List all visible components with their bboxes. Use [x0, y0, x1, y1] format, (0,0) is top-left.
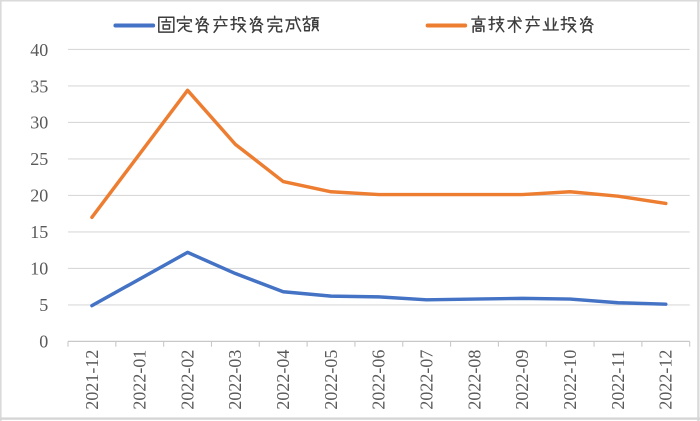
svg-text:10: 10	[30, 259, 48, 279]
svg-text:2022-08: 2022-08	[464, 350, 484, 410]
svg-text:2022-06: 2022-06	[369, 350, 389, 410]
svg-text:2022-10: 2022-10	[560, 350, 580, 410]
svg-text:2022-03: 2022-03	[225, 350, 245, 410]
svg-text:2022-11: 2022-11	[608, 350, 628, 409]
svg-text:20: 20	[30, 186, 48, 206]
svg-text:35: 35	[30, 76, 48, 96]
svg-text:2022-12: 2022-12	[656, 350, 676, 410]
svg-text:2022-02: 2022-02	[177, 350, 197, 410]
svg-text:2021-12: 2021-12	[82, 350, 102, 410]
svg-text:15: 15	[30, 222, 48, 242]
svg-text:0: 0	[39, 332, 48, 352]
svg-text:25: 25	[30, 149, 48, 169]
svg-text:2022-04: 2022-04	[273, 350, 293, 410]
svg-text:5: 5	[39, 295, 48, 315]
svg-text:2022-09: 2022-09	[512, 350, 532, 410]
svg-text:40: 40	[30, 40, 48, 60]
svg-text:30: 30	[30, 113, 48, 133]
svg-text:2022-01: 2022-01	[130, 350, 150, 410]
svg-text:2022-05: 2022-05	[321, 350, 341, 410]
svg-text:2022-07: 2022-07	[417, 350, 437, 410]
